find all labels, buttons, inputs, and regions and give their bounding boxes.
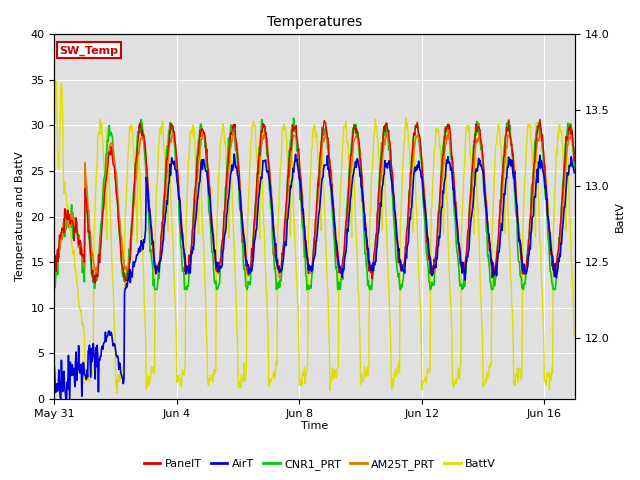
X-axis label: Time: Time [301, 421, 328, 432]
Title: Temperatures: Temperatures [267, 15, 362, 29]
Y-axis label: BattV: BattV [615, 201, 625, 232]
Legend: PanelT, AirT, CNR1_PRT, AM25T_PRT, BattV: PanelT, AirT, CNR1_PRT, AM25T_PRT, BattV [140, 455, 500, 474]
Y-axis label: Temperature and BattV: Temperature and BattV [15, 152, 25, 281]
Text: SW_Temp: SW_Temp [60, 45, 118, 56]
